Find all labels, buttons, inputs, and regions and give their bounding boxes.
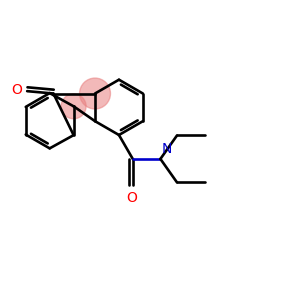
Text: O: O <box>126 190 137 205</box>
Circle shape <box>61 94 86 119</box>
Text: N: N <box>162 142 172 156</box>
Circle shape <box>80 78 110 109</box>
Text: O: O <box>11 83 22 97</box>
